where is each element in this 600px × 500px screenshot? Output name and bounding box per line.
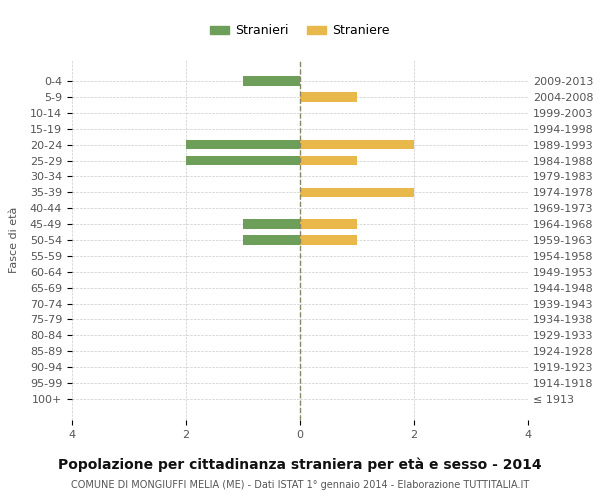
Bar (300, 235, 357, 245)
Bar (186, 156, 300, 166)
Bar (300, 220, 357, 229)
Text: COMUNE DI MONGIUFFI MELIA (ME) - Dati ISTAT 1° gennaio 2014 - Elaborazione TUTTI: COMUNE DI MONGIUFFI MELIA (ME) - Dati IS… (71, 480, 529, 490)
Bar (300, 156, 357, 166)
Bar (243, 76, 300, 86)
Text: Popolazione per cittadinanza straniera per età e sesso - 2014: Popolazione per cittadinanza straniera p… (58, 458, 542, 472)
Bar (243, 235, 300, 245)
Bar (300, 140, 414, 149)
Bar (300, 92, 357, 102)
Y-axis label: Fasce di età: Fasce di età (9, 207, 19, 273)
Bar (186, 140, 300, 149)
Bar (300, 188, 414, 197)
Bar (243, 220, 300, 229)
Legend: Stranieri, Straniere: Stranieri, Straniere (205, 20, 395, 42)
